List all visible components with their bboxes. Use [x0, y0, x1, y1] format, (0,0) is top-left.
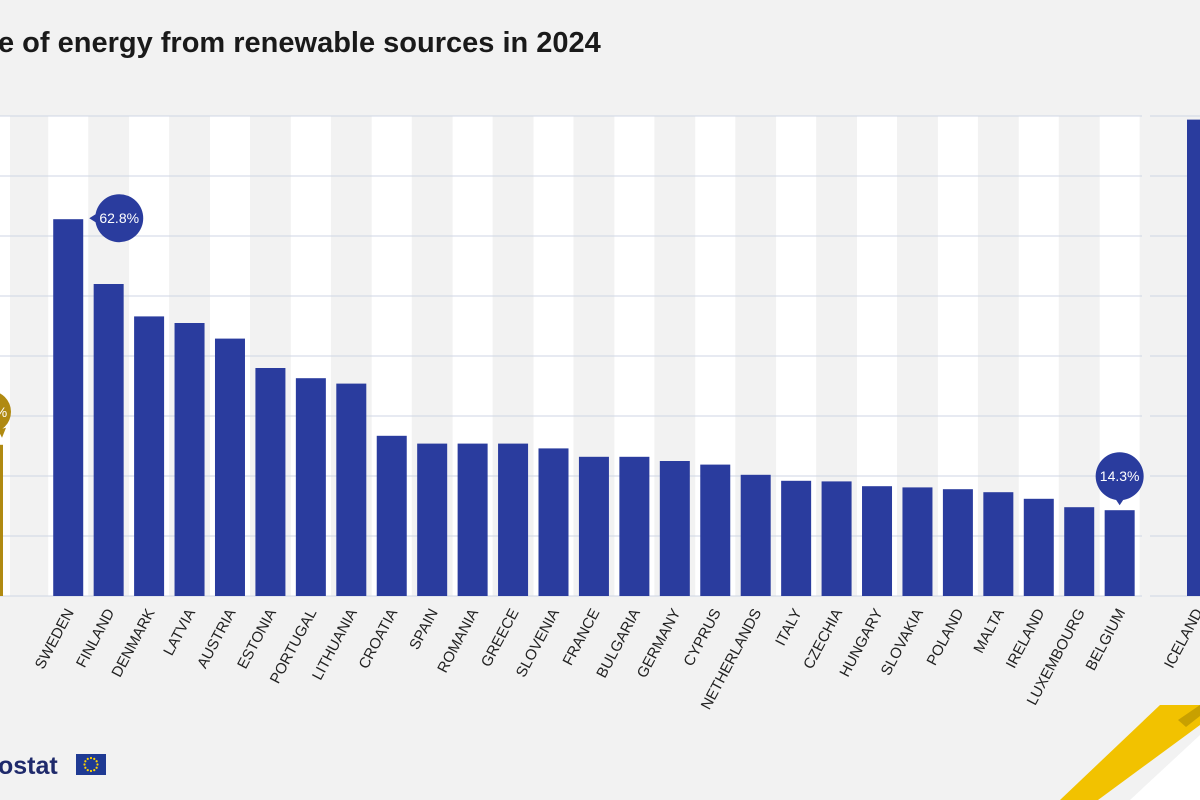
bar-netherlands: [740, 474, 771, 596]
bar-denmark: [134, 316, 165, 596]
category-label-spain: SPAIN: [406, 606, 442, 653]
eu-star: [86, 769, 89, 772]
bar-sweden: [53, 219, 84, 596]
callout-text-eu: %: [0, 404, 7, 420]
eu-star: [84, 766, 87, 769]
bars: [0, 119, 1200, 596]
eu-star: [95, 760, 98, 763]
bar-france: [578, 456, 609, 596]
bar-iceland: [1187, 119, 1200, 596]
chart-title: e of energy from renewable sources in 20…: [0, 27, 601, 59]
bar-italy: [781, 480, 812, 596]
bar-slovenia: [538, 448, 569, 596]
eu-star: [93, 757, 96, 760]
category-label-czechia: CZECHIA: [800, 606, 846, 672]
category-label-croatia: CROATIA: [355, 606, 401, 672]
eu-flag-icon: [76, 754, 106, 775]
bar-belgium: [1104, 510, 1135, 596]
category-label-finland: FINLAND: [73, 606, 118, 671]
bar-cyprus: [700, 464, 731, 596]
eu-star: [96, 763, 99, 766]
category-label-belgium: BELGIUM: [1082, 606, 1129, 674]
category-label-latvia: LATVIA: [160, 606, 199, 659]
eu-star: [86, 757, 89, 760]
bar-spain: [417, 443, 448, 596]
bar-greece: [498, 443, 529, 596]
callout-text-belgium: 14.3%: [1100, 468, 1140, 484]
corner-accent-icon: [1060, 705, 1200, 800]
bar-lithuania: [336, 383, 367, 596]
category-label-greece: GREECE: [478, 606, 523, 670]
bar-poland: [942, 489, 973, 596]
bar-portugal: [295, 378, 326, 596]
eu-star: [83, 763, 86, 766]
bar-czechia: [821, 481, 852, 596]
eu-star: [93, 769, 96, 772]
callout-sweden: 62.8%: [89, 194, 144, 243]
callout-eu: %: [0, 393, 11, 438]
bar-austria: [214, 338, 245, 596]
category-label-italy: ITALY: [772, 606, 806, 649]
category-label-france: FRANCE: [560, 606, 604, 668]
bar-slovakia: [902, 487, 933, 596]
bar-croatia: [376, 435, 407, 596]
bar-eu-average: [0, 444, 3, 596]
category-label-ireland: IRELAND: [1003, 606, 1049, 672]
eu-star: [89, 769, 93, 773]
category-label-poland: POLAND: [923, 606, 967, 669]
bar-hungary: [862, 486, 893, 596]
bar-finland: [93, 284, 124, 596]
bar-malta: [983, 492, 1014, 596]
bar-latvia: [174, 323, 205, 596]
category-label-sweden: SWEDEN: [32, 606, 78, 672]
callouts: 62.8% 14.3%%: [0, 194, 1144, 506]
category-label-austria: AUSTRIA: [194, 606, 240, 671]
eu-star: [89, 756, 93, 760]
category-label-estonia: ESTONIA: [234, 606, 280, 672]
category-label-malta: MALTA: [970, 606, 1007, 656]
category-label-cyprus: CYPRUS: [680, 606, 724, 669]
bar-estonia: [255, 368, 286, 596]
footer: ostat: [0, 705, 1200, 800]
eu-star: [84, 760, 87, 763]
callout-text-sweden: 62.8%: [99, 210, 139, 226]
eurostat-logo-text: ostat: [0, 752, 58, 780]
category-label-slovakia: SLOVAKIA: [878, 606, 927, 679]
bar-bulgaria: [619, 456, 650, 596]
eu-star: [95, 766, 98, 769]
bar-luxembourg: [1064, 507, 1095, 596]
bar-ireland: [1023, 498, 1054, 596]
callout-belgium: 14.3%: [1095, 452, 1144, 506]
bar-romania: [457, 443, 488, 596]
category-label-iceland: ICELAND: [1161, 606, 1200, 672]
bar-germany: [659, 461, 690, 596]
category-label-romania: ROMANIA: [434, 606, 482, 676]
